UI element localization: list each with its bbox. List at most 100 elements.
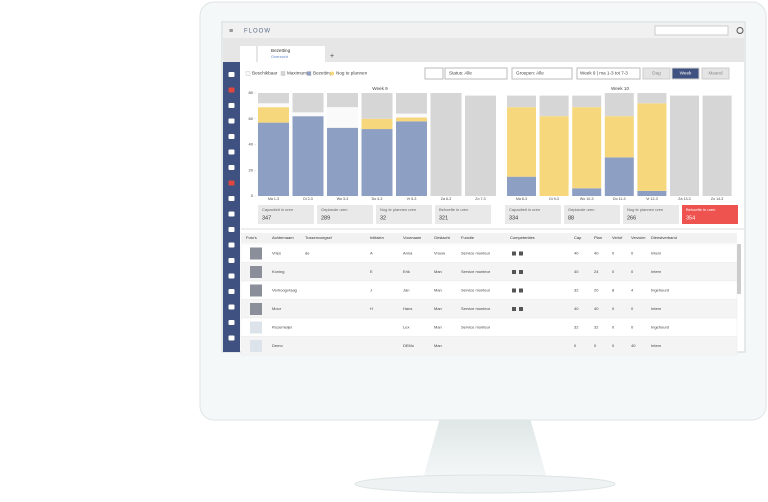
tab-subtitle: Overzicht [271,54,289,59]
monitor-base [354,474,616,494]
table-cell: 32 [574,325,579,330]
scrollbar[interactable] [737,244,741,294]
settings-icon[interactable] [736,27,744,34]
status-filter-label: Status: Alle [449,71,472,76]
view-button[interactable] [701,67,730,80]
sidebar-icon[interactable] [228,335,235,341]
table-cell: Demo [272,343,283,348]
bar-segment [539,116,569,196]
summary-label: Capaciteit in uren [509,207,540,212]
sidebar-icon[interactable] [228,72,235,77]
legend-label: Beschikbaar [252,71,278,76]
sidebar-icon[interactable] [228,320,235,325]
menu-icon[interactable]: ≡ [229,28,233,35]
table-row[interactable] [240,336,738,356]
view-button-label: Dag [652,71,661,76]
monitor-neck [422,418,548,482]
bar-segment [572,188,602,196]
table-cell: 40 [574,251,579,256]
competence-icon [519,270,523,274]
table-cell: E [370,269,373,274]
sidebar-icon[interactable] [228,165,235,170]
group-filter[interactable] [511,67,573,80]
table-cell: Service monteur [461,306,491,311]
sidebar-icon[interactable] [228,273,235,279]
summary-value: 334 [509,215,518,221]
bar-segment [258,122,289,196]
table-cell: Anna [403,251,413,256]
table-cell: 0 [631,325,634,330]
legend-label: Nog te plannen [336,71,368,76]
home-button[interactable] [240,46,256,62]
table-cell: Verhoogvraag [272,288,297,293]
summary-box [564,205,620,224]
bar-segment [396,93,427,114]
photo [250,266,262,278]
table-cell: 0 [612,251,615,256]
table-cell: Koning [272,269,284,274]
summary-value: 289 [321,215,330,221]
column-header: Foto's [246,235,257,240]
sidebar-icon[interactable] [228,242,235,248]
table-cell: Ingehuurd [651,288,669,293]
table-cell: Moor [272,306,282,311]
period-filter[interactable] [576,67,641,80]
sidebar-icon[interactable] [228,180,235,186]
table-cell: Vrouw [434,251,445,256]
table-cell: 24 [594,269,599,274]
table-cell: Man [434,288,442,293]
competence-icon [512,251,516,256]
x-tick-label: Ma 1-3 [268,197,279,201]
column-header: Dienstverband [651,235,677,240]
table-cell: 0 [631,306,634,311]
x-tick-label: Do 4-3 [372,197,383,201]
competence-icon [512,307,516,311]
summary-label: Capaciteit in uren [262,207,293,212]
bar-segment [572,107,602,189]
table-cell: Intern [651,343,661,348]
status-filter[interactable] [444,67,508,80]
table-cell: Service monteur [461,288,491,293]
tab[interactable] [258,46,325,62]
sidebar-icon[interactable] [228,211,235,217]
sidebar-icon[interactable] [228,87,235,93]
table-cell: Service monteur [461,251,491,256]
bar-segment [258,107,289,123]
competence-icon [519,307,523,311]
x-tick-label: Ma 8-3 [516,197,527,201]
view-button-label: Maand [708,71,722,76]
sidebar-icon[interactable] [228,118,235,124]
table-cell: 40 [574,306,579,311]
table-cell: Erik [403,269,410,274]
search-box[interactable] [654,25,729,36]
table-cell: Ingehuurd [651,325,669,330]
sidebar-icon[interactable] [228,289,235,294]
sidebar-icon[interactable] [228,227,235,232]
view-button[interactable] [671,67,700,80]
sidebar-icon[interactable] [228,196,235,201]
table-cell: Man [434,306,442,311]
column-header: Voornaam [403,235,422,240]
photo [250,340,262,352]
table-cell: Vries [272,251,281,256]
sidebar-icon[interactable] [228,134,235,139]
sidebar-icon[interactable] [228,149,235,155]
sidebar-icon[interactable] [228,103,235,108]
sidebar-icon[interactable] [228,258,235,263]
y-tick-label: 0 [251,193,254,198]
table-cell: Intern [651,251,661,256]
add-tab[interactable]: + [330,53,334,60]
photo [250,284,262,297]
column-header: Functie [461,235,475,240]
summary-label: Nog te plannen uren [380,207,416,212]
bar-segment [604,116,634,158]
view-button[interactable] [642,67,671,80]
bar-segment [258,103,289,108]
summary-label: Geplande uren [568,207,594,212]
x-tick-label: Wo 3-3 [337,197,349,201]
summary-value: 266 [627,215,636,221]
summary-value: 32 [380,215,386,221]
filter-icon-button[interactable] [424,67,444,80]
sidebar-icon[interactable] [228,304,235,310]
